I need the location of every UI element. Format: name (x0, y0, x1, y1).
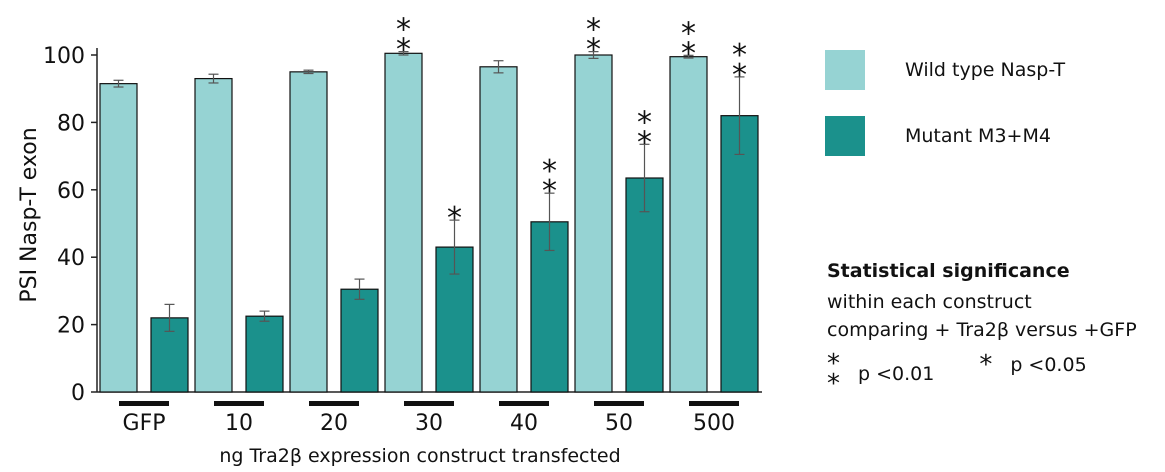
category-label-50: 50 (605, 411, 633, 436)
statistics-note: Statistical significance within each con… (827, 260, 1162, 399)
key-single-label: p <0.05 (1010, 354, 1087, 376)
error-bars (113, 51, 745, 332)
bar-wild-type-10 (194, 77, 233, 393)
bar-mutant-500 (720, 115, 759, 393)
key-single-star: * p <0.05 (979, 350, 1087, 380)
category-bar-500 (689, 401, 739, 406)
stats-title: Statistical significance (827, 260, 1070, 282)
significance-star: * (681, 36, 696, 71)
stats-key: * * p <0.01 * p <0.05 (827, 349, 1162, 399)
significance-star: * (681, 16, 696, 51)
bar-mutant-20 (340, 288, 379, 393)
y-tick-label: 40 (57, 246, 85, 271)
significance-markers: *********** ** (396, 13, 747, 237)
significance-star: * (447, 201, 462, 236)
x-axis-title: ng Tra2β expression construct transfecte… (219, 445, 620, 467)
star-mark: * (827, 369, 840, 399)
category-label-500: 500 (693, 411, 735, 436)
category-bar-50 (594, 401, 644, 406)
bar-wild-type-40 (479, 66, 518, 393)
y-tick-label: 80 (57, 111, 85, 136)
bar-wild-type-50 (574, 54, 613, 393)
x-axis: GFP 10 20 30 40 50 500 (119, 401, 739, 436)
bar-wild-type-30 (384, 52, 423, 393)
significance-star: * (396, 33, 411, 68)
significance-star: * (542, 174, 557, 209)
legend-item-wild-type: Wild type Nasp-T (825, 50, 1065, 90)
category-label-10: 10 (225, 411, 253, 436)
category-bar-30 (404, 401, 454, 406)
stats-line-2: comparing + Tra2β versus +GFP (827, 319, 1137, 341)
significance-star: * (586, 13, 601, 48)
y-tick-label: 0 (71, 381, 85, 406)
star-mark: * (979, 350, 993, 380)
bar-mutant-10 (245, 315, 284, 393)
y-axis-title: PSI Nasp-T exon (17, 127, 42, 302)
key-double-star: * * p <0.01 (827, 349, 935, 399)
legend-item-mutant: Mutant M3+M4 (825, 116, 1065, 156)
y-tick-label: 20 (57, 314, 85, 339)
bar-wild-type-GFP (99, 83, 138, 393)
legend-swatch-wild-type (825, 50, 865, 90)
single-star-icon: * (979, 350, 993, 380)
bar-wild-type-500 (669, 56, 708, 393)
bar-wild-type-20 (289, 71, 328, 393)
legend-label-wild-type: Wild type Nasp-T (905, 59, 1066, 81)
category-label-40: 40 (510, 411, 538, 436)
significance-star: * (542, 154, 557, 189)
bars (99, 52, 759, 393)
key-double-label: p <0.01 (858, 363, 935, 385)
legend: Wild type Nasp-T Mutant M3+M4 (825, 50, 1065, 182)
y-tick-label: 60 (57, 179, 85, 204)
double-star-icon: * * (827, 349, 840, 399)
category-bar-10 (214, 401, 264, 406)
category-label-20: 20 (320, 411, 348, 436)
bar-mutant-GFP (150, 317, 189, 393)
legend-label-mutant: Mutant M3+M4 (905, 125, 1051, 147)
category-label-30: 30 (415, 411, 443, 436)
significance-star: * (732, 38, 747, 73)
category-bar-40 (499, 401, 549, 406)
star-mark: * (827, 349, 840, 379)
category-bar-20 (309, 401, 359, 406)
significance-star: * (637, 125, 652, 160)
significance-star: * (396, 13, 411, 48)
category-label-GFP: GFP (123, 411, 166, 436)
stats-line-1: within each construct (827, 291, 1032, 313)
bar-mutant-50 (625, 177, 664, 393)
legend-swatch-mutant (825, 116, 865, 156)
significance-star: * (732, 58, 747, 93)
significance-star: * (637, 105, 652, 140)
significance-star: * (586, 33, 601, 68)
category-bar-GFP (119, 401, 169, 406)
y-tick-label: 100 (43, 44, 85, 69)
